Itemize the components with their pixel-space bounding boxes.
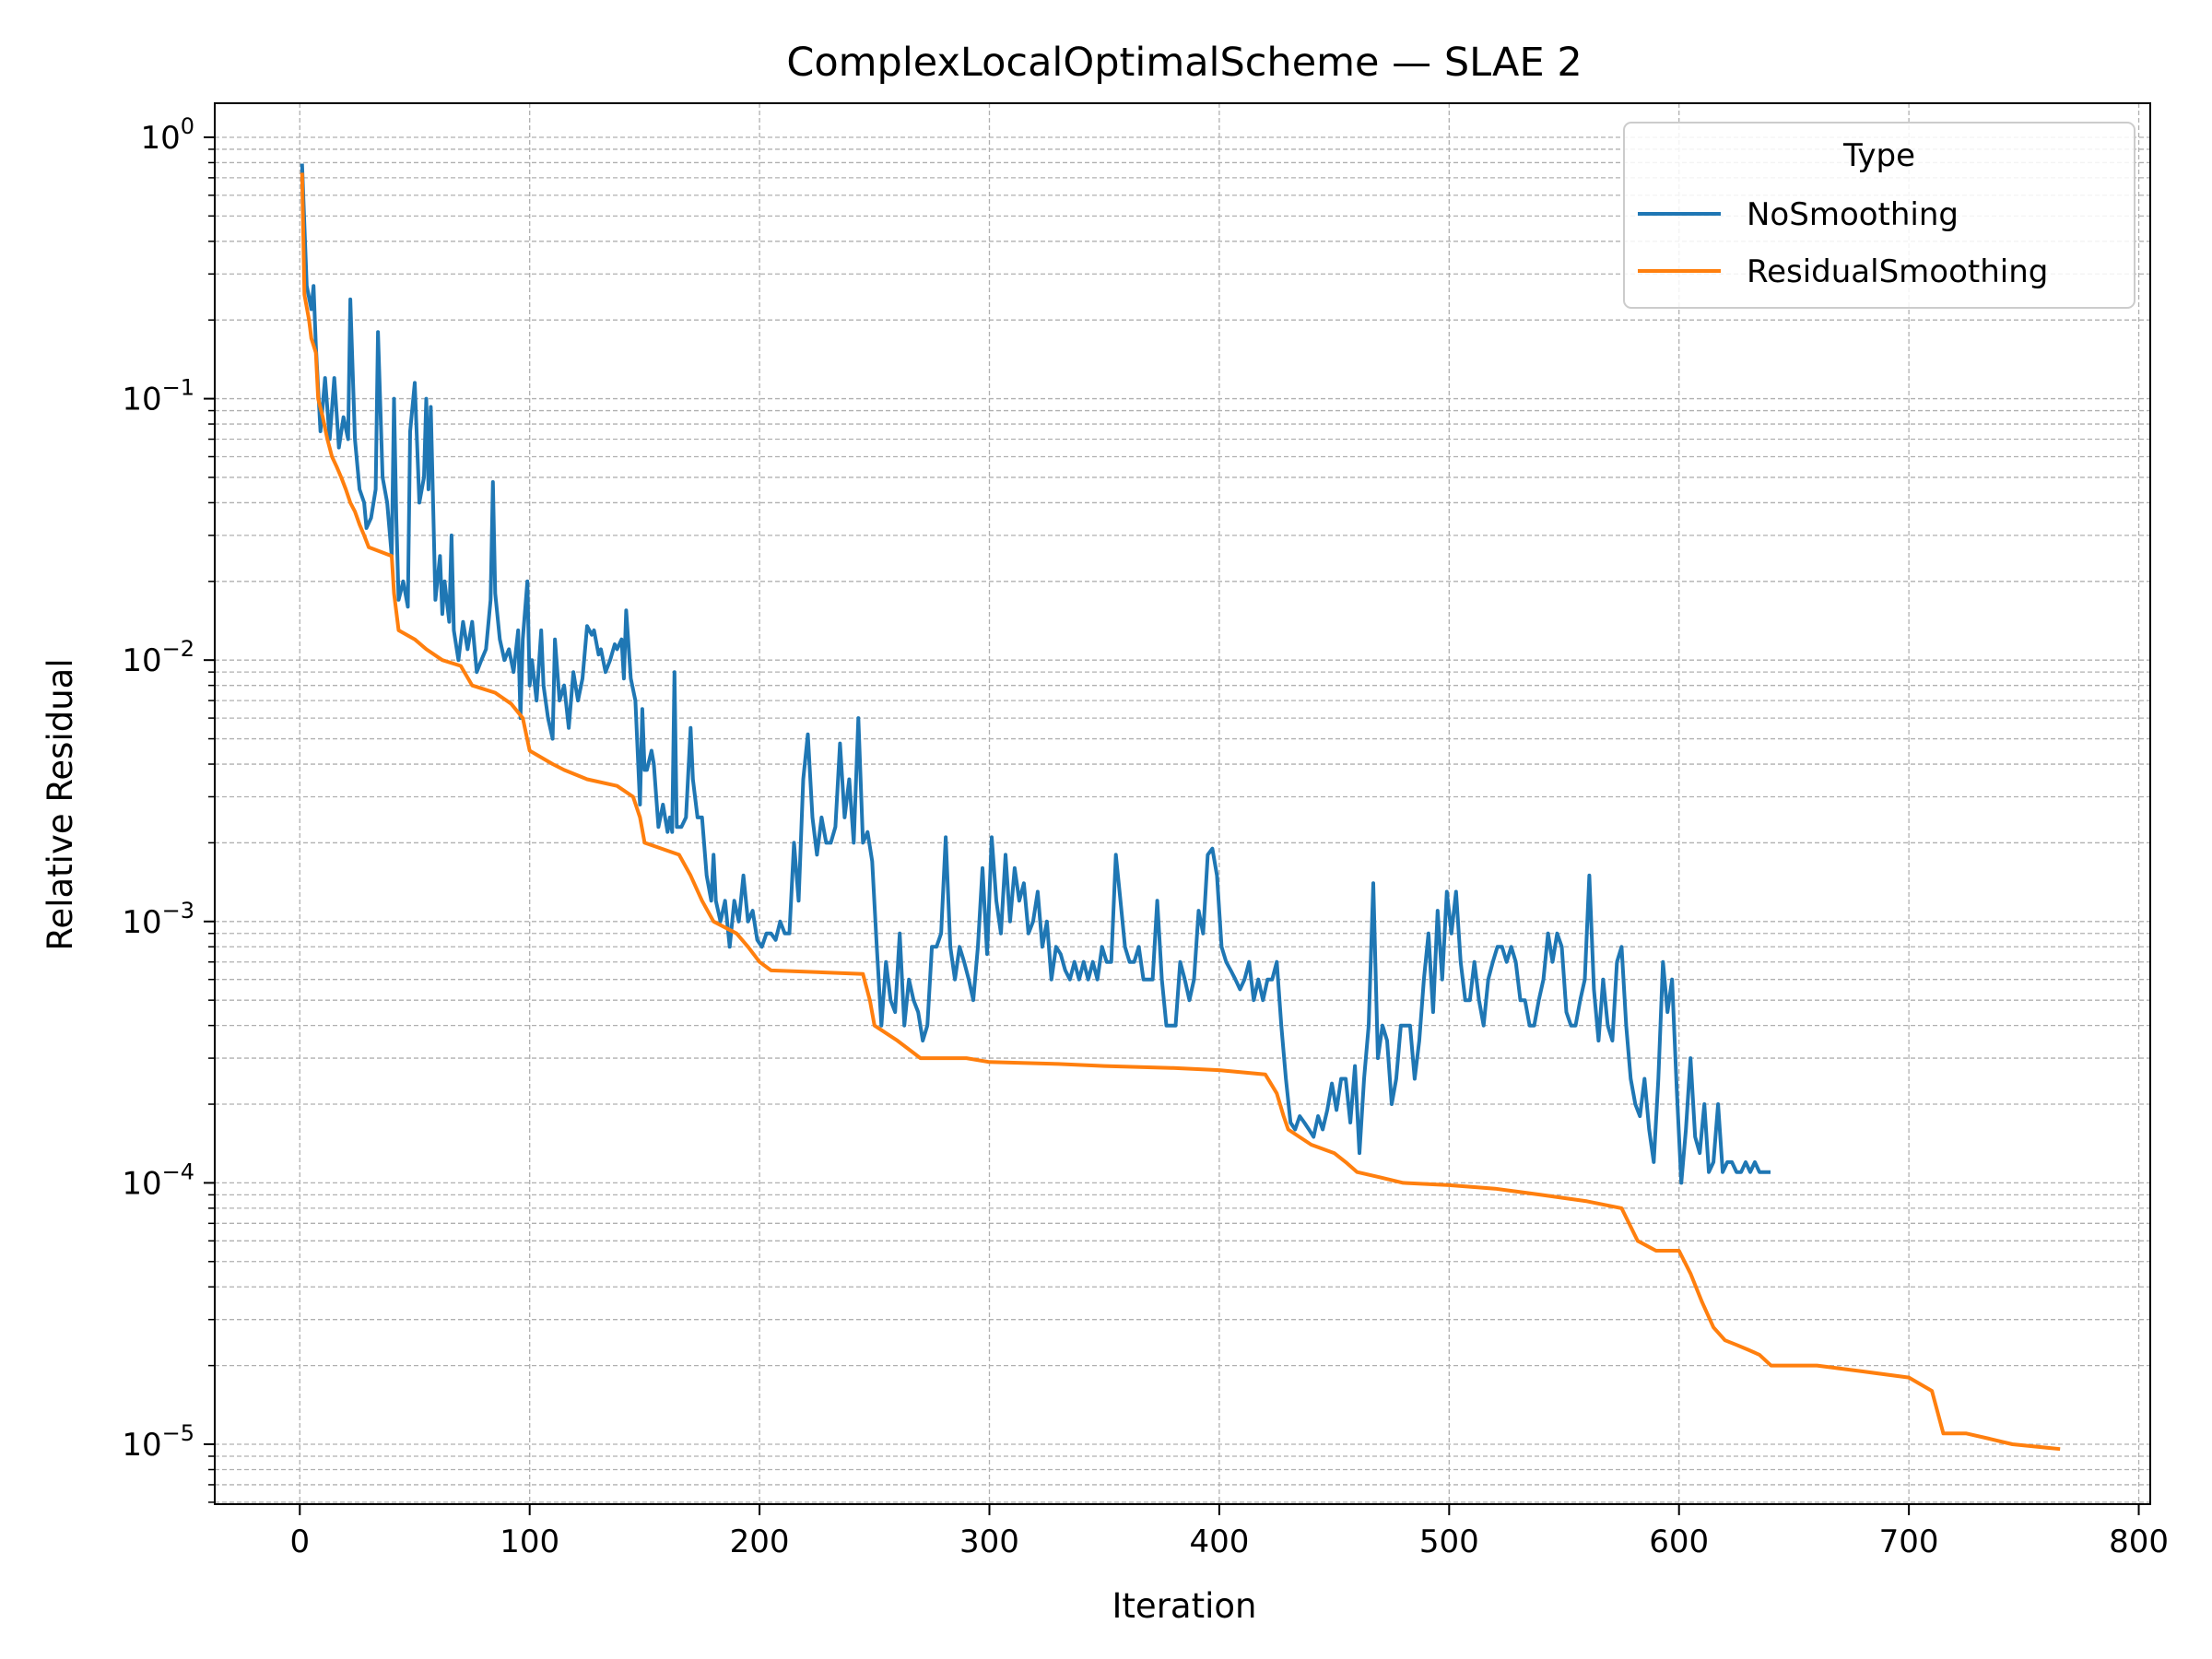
legend: Type NoSmoothing ResidualSmoothing: [1623, 122, 2136, 309]
y-tick-label: 10−1: [122, 375, 194, 418]
x-tick-label: 100: [500, 1524, 559, 1560]
x-tick-label: 200: [730, 1524, 790, 1560]
series-layer: [300, 163, 2061, 1452]
y-axis-label: Relative Residual: [41, 658, 80, 950]
y-axis: 100 10−1 10−2 10−3 10−4 10−5: [122, 113, 215, 1503]
x-tick-label: 500: [1419, 1524, 1479, 1560]
y-tick-label: 10−5: [122, 1420, 194, 1464]
x-tick-label: 0: [289, 1524, 310, 1560]
y-tick-label: 10−3: [122, 898, 194, 941]
x-tick-label: 600: [1649, 1524, 1709, 1560]
legend-label-nosmoothing: NoSmoothing: [1747, 196, 1959, 233]
legend-box: [1623, 122, 2136, 309]
x-axis: 0 100 200 300 400 500 600 700 800: [289, 1504, 2169, 1560]
plot-frame: [214, 102, 2151, 1505]
x-tick-label: 700: [1879, 1524, 1939, 1560]
legend-title: Type: [1842, 137, 1915, 174]
series-line-nosmoothing: [300, 163, 1771, 1185]
x-tick-label: 400: [1189, 1524, 1249, 1560]
y-tick-label: 10−2: [122, 636, 194, 679]
x-axis-label: Iteration: [1112, 1586, 1257, 1626]
series-line-residualsmoothing: [300, 172, 2061, 1452]
grid: [215, 103, 2150, 1504]
legend-label-residualsmoothing: ResidualSmoothing: [1747, 253, 2048, 290]
chart-title: ComplexLocalOptimalScheme — SLAE 2: [786, 40, 1582, 86]
x-tick-label: 800: [2109, 1524, 2169, 1560]
y-tick-label: 100: [140, 113, 194, 157]
x-tick-label: 300: [959, 1524, 1019, 1560]
y-tick-label: 10−4: [122, 1159, 194, 1202]
